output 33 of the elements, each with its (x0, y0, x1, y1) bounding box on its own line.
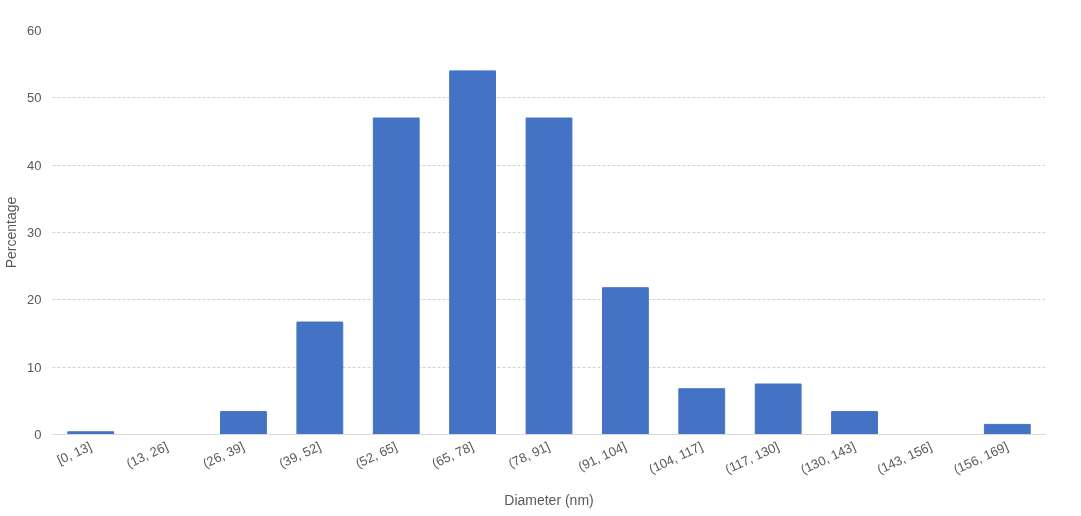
x-tick-label: [0, 13] (54, 438, 94, 468)
bar (831, 411, 878, 435)
x-tick-label: (91, 104] (575, 438, 629, 474)
y-tick-label: 30 (27, 225, 42, 240)
x-tick-label: (26, 39] (200, 438, 247, 471)
x-axis-title: Diameter (nm) (504, 491, 594, 508)
bar (67, 431, 115, 435)
x-tick-label: (39, 52] (276, 438, 324, 471)
bar (220, 411, 267, 435)
x-tick-label: (13, 26] (123, 438, 171, 471)
x-tick-label: (65, 78] (429, 438, 476, 471)
x-tick-label: (117, 130] (722, 438, 782, 477)
y-tick-label: 50 (27, 90, 42, 106)
bar (754, 383, 802, 435)
y-tick-label: 0 (34, 427, 42, 442)
bar (678, 388, 726, 435)
bar (372, 117, 420, 435)
y-axis-title: Percentage (3, 196, 20, 269)
x-tick-label: (78, 91] (505, 438, 553, 471)
x-tick-label: (104, 117] (646, 438, 705, 477)
x-tick-label: (156, 169] (951, 438, 1011, 478)
bar (983, 423, 1031, 435)
x-tick-label: (130, 143] (798, 438, 858, 478)
y-tick-label: 20 (27, 292, 42, 308)
bar (525, 117, 573, 435)
y-tick-label: 60 (27, 23, 42, 38)
x-tick-label: (143, 156] (874, 438, 935, 478)
bar (449, 70, 497, 435)
y-tick-label: 10 (27, 359, 42, 375)
y-tick-label: 40 (27, 157, 42, 173)
bar (601, 287, 649, 435)
bar (296, 321, 344, 435)
x-tick-label: (52, 65] (353, 438, 400, 471)
